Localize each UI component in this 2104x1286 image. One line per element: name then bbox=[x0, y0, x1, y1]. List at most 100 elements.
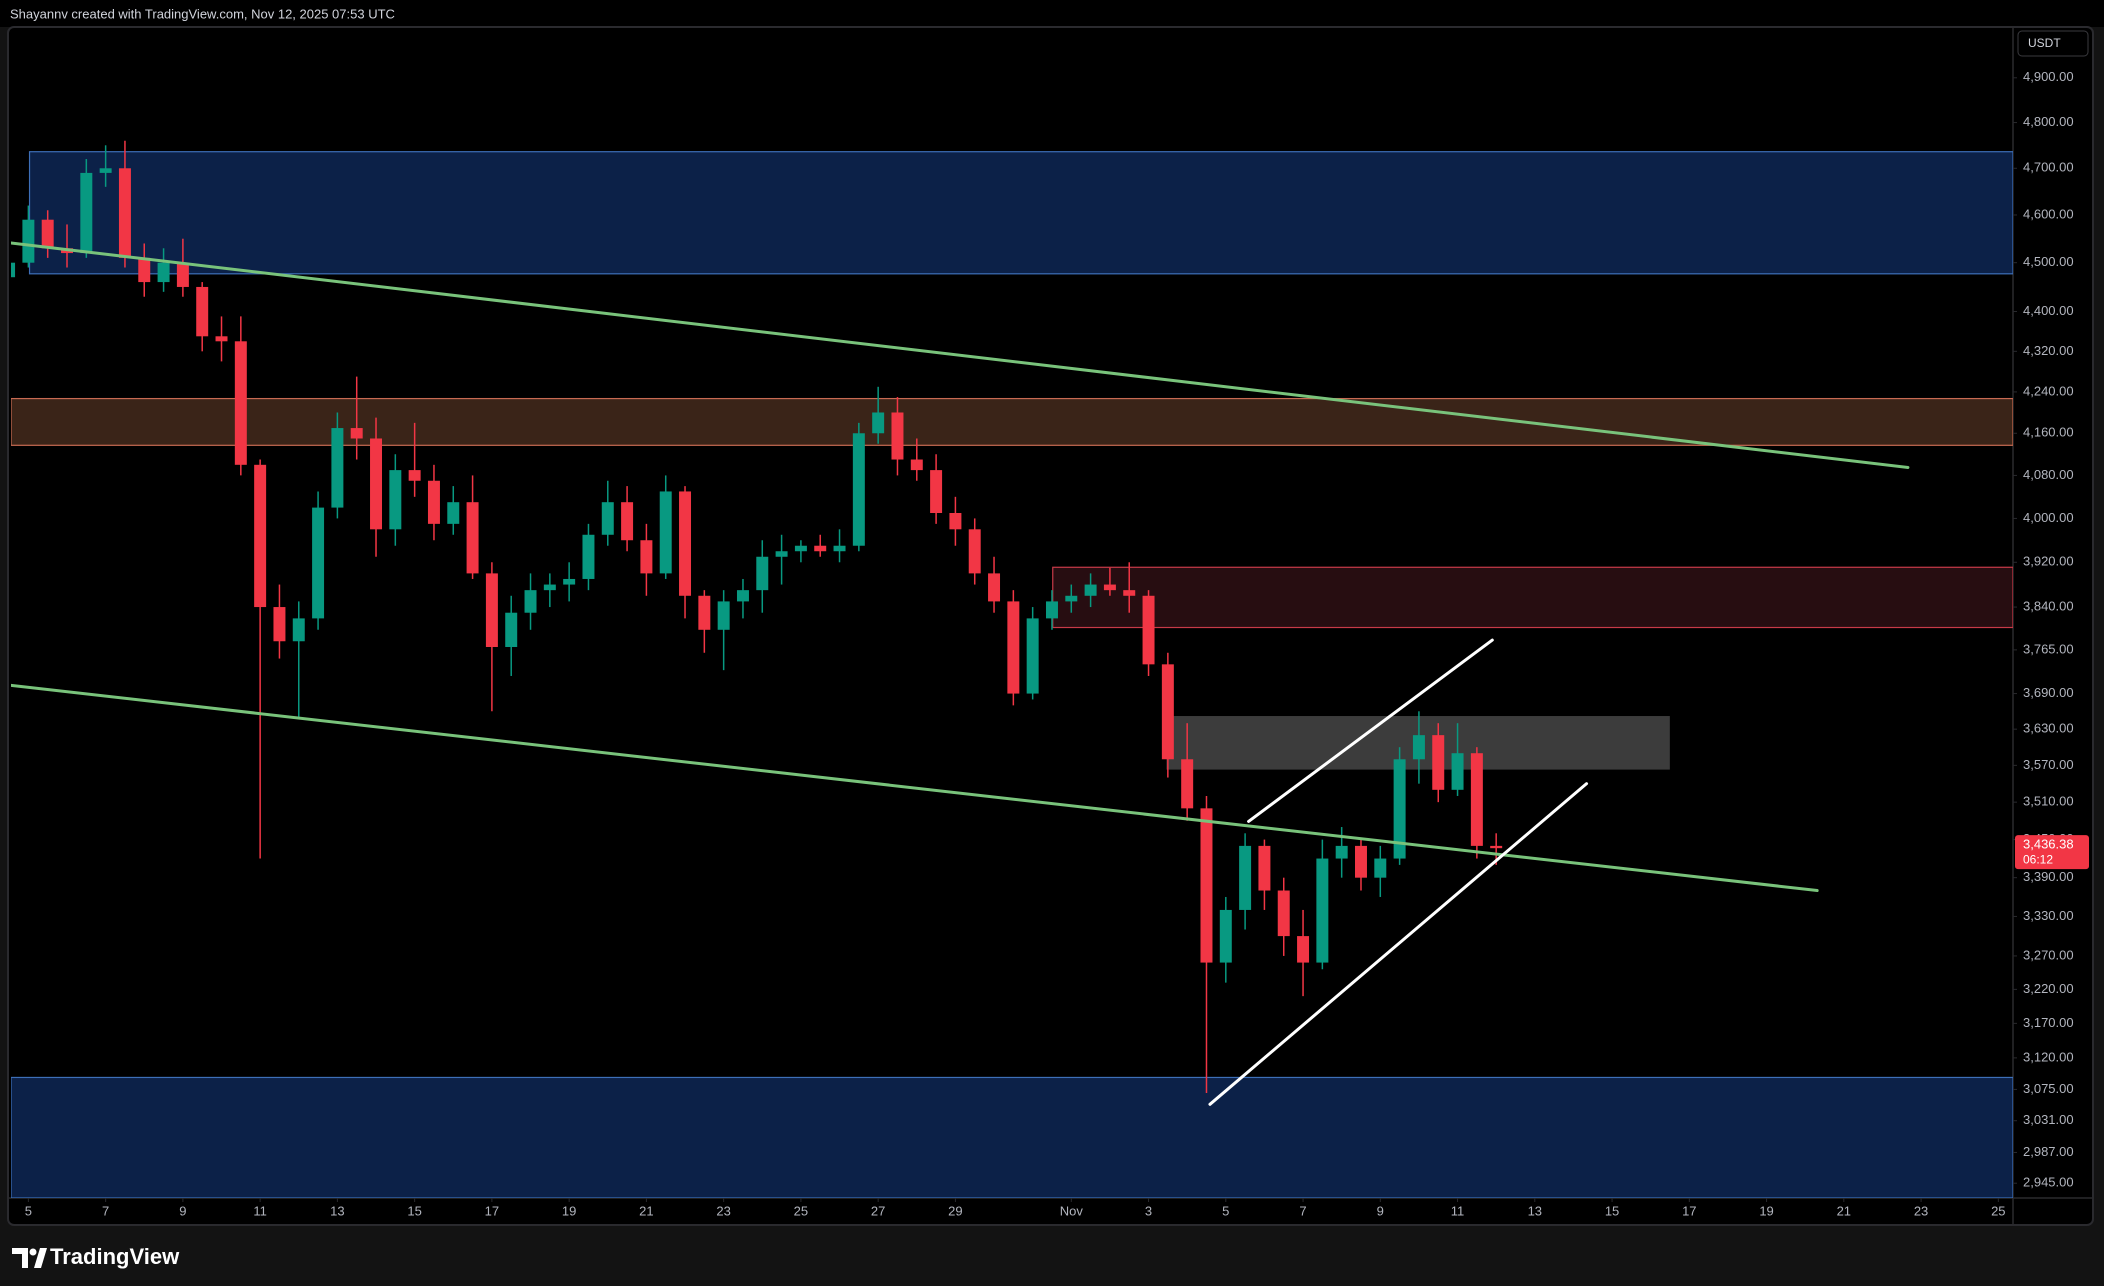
candle-body bbox=[891, 412, 904, 460]
x-tick-label: 7 bbox=[1299, 1203, 1306, 1218]
x-tick-label: 11 bbox=[253, 1203, 267, 1218]
y-tick-label: 4,400.00 bbox=[2023, 303, 2074, 318]
currency-box[interactable] bbox=[2017, 30, 2089, 57]
y-tick-label: 4,800.00 bbox=[2023, 114, 2074, 129]
candle-body bbox=[41, 219, 54, 249]
y-tick-label: 3,075.00 bbox=[2023, 1081, 2074, 1096]
x-tick-label: 7 bbox=[102, 1203, 109, 1218]
candle-body bbox=[485, 573, 498, 647]
y-tick-label: 4,320.00 bbox=[2023, 343, 2074, 358]
trend-line bbox=[1247, 638, 1494, 823]
candle-body bbox=[852, 433, 865, 546]
candle-body bbox=[833, 545, 846, 552]
x-tick-label: 25 bbox=[794, 1203, 808, 1218]
candle-body bbox=[312, 507, 325, 619]
x-tick-label: 15 bbox=[1605, 1203, 1619, 1218]
candle-body bbox=[679, 491, 692, 596]
attribution: Shayannv created with TradingView.com, N… bbox=[10, 6, 395, 21]
candle-body bbox=[196, 286, 209, 337]
candle-body bbox=[157, 262, 170, 283]
x-tick-label: 17 bbox=[1682, 1203, 1696, 1218]
candle-body bbox=[1412, 735, 1425, 760]
trend-line bbox=[11, 683, 1819, 893]
candle-body bbox=[1490, 845, 1503, 849]
x-tick-label: 15 bbox=[407, 1203, 421, 1218]
candle-body bbox=[524, 590, 537, 613]
candle-body bbox=[1451, 753, 1464, 790]
candle-body bbox=[138, 257, 151, 283]
y-tick-label: 3,390.00 bbox=[2023, 869, 2074, 884]
x-tick-label: 19 bbox=[562, 1203, 576, 1218]
candle-body bbox=[447, 502, 460, 524]
x-tick-label: 25 bbox=[1991, 1203, 2005, 1218]
brand-name: TradingView bbox=[50, 1244, 180, 1269]
y-tick-label: 3,170.00 bbox=[2023, 1015, 2074, 1030]
candle-body bbox=[756, 556, 769, 591]
candle-body bbox=[1103, 584, 1116, 591]
candle-body bbox=[1277, 890, 1290, 937]
x-tick-label: 9 bbox=[1377, 1203, 1384, 1218]
candle-body bbox=[736, 590, 749, 602]
y-tick-label: 3,920.00 bbox=[2023, 554, 2074, 569]
candle-body bbox=[1335, 845, 1348, 859]
currency: USDT bbox=[2028, 36, 2061, 50]
y-tick-label: 3,765.00 bbox=[2023, 641, 2074, 656]
zone bbox=[28, 151, 2013, 275]
candle-body bbox=[118, 168, 131, 258]
candle-body bbox=[11, 262, 16, 278]
candle-body bbox=[234, 341, 247, 465]
countdown: 06:12 bbox=[2023, 852, 2053, 866]
candle-body bbox=[968, 529, 981, 574]
zone bbox=[11, 397, 2013, 446]
candle-body bbox=[1297, 936, 1310, 963]
candle-body bbox=[370, 438, 383, 530]
y-tick-label: 3,120.00 bbox=[2023, 1049, 2074, 1064]
x-tick-label: 3 bbox=[1145, 1203, 1152, 1218]
trend-line bbox=[11, 241, 1910, 469]
candle-body bbox=[1239, 845, 1252, 910]
candle-body bbox=[408, 470, 421, 481]
candle-body bbox=[505, 612, 518, 647]
trend-line bbox=[1208, 782, 1589, 1106]
candle-body bbox=[99, 168, 112, 173]
candle-body bbox=[273, 607, 286, 642]
y-tick-label: 4,240.00 bbox=[2023, 383, 2074, 398]
brand-logo bbox=[12, 1248, 47, 1268]
candle-body bbox=[292, 618, 305, 642]
last-price-label: 3,436.38 bbox=[2023, 837, 2074, 852]
candle-body bbox=[254, 464, 267, 608]
y-tick-label: 3,690.00 bbox=[2023, 685, 2074, 700]
y-tick-label: 4,500.00 bbox=[2023, 254, 2074, 269]
candle-body bbox=[1432, 735, 1445, 790]
candle-body bbox=[640, 540, 653, 574]
x-tick-label: 11 bbox=[1451, 1203, 1465, 1218]
candle-body bbox=[1084, 584, 1097, 596]
candle-body bbox=[1123, 590, 1136, 596]
candle-body bbox=[1316, 858, 1329, 963]
zone bbox=[1052, 566, 2013, 629]
x-tick-label: 13 bbox=[1528, 1203, 1542, 1218]
x-tick-label: 17 bbox=[485, 1203, 499, 1218]
candle-body bbox=[563, 578, 576, 585]
plot-area bbox=[11, 140, 2013, 1198]
candle-body bbox=[1045, 601, 1058, 619]
candle-body bbox=[601, 502, 614, 535]
y-tick-label: 3,031.00 bbox=[2023, 1112, 2074, 1127]
y-tick-label: 4,160.00 bbox=[2023, 425, 2074, 440]
candle-body bbox=[1065, 595, 1078, 602]
candle-body bbox=[427, 480, 440, 524]
chart-frame bbox=[7, 26, 2094, 1226]
x-tick-label: 27 bbox=[871, 1203, 885, 1218]
candle-body bbox=[698, 595, 711, 630]
candle-body bbox=[988, 573, 1001, 602]
header-background bbox=[0, 0, 2104, 27]
candle-body bbox=[910, 459, 923, 471]
y-tick-label: 4,700.00 bbox=[2023, 160, 2074, 175]
candle-body bbox=[176, 262, 189, 287]
candle-body bbox=[331, 428, 344, 508]
y-tick-label: 2,945.00 bbox=[2023, 1175, 2074, 1190]
candle-body bbox=[350, 428, 363, 439]
candle-body bbox=[582, 534, 595, 579]
